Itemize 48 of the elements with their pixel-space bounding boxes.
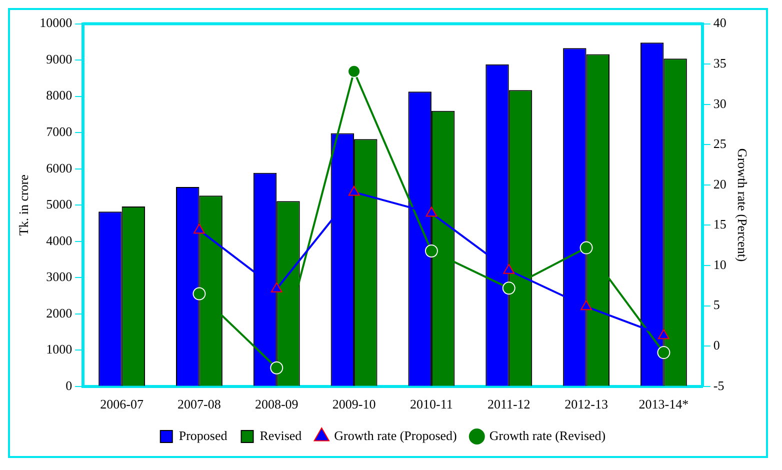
legend-label: Growth rate (Proposed)	[334, 428, 457, 443]
x-tick-label: 2012-13	[564, 396, 608, 412]
point	[348, 186, 360, 196]
y2-tick-label: 35	[713, 56, 726, 71]
legend-label: Proposed	[178, 428, 228, 443]
y-axis-title: Tk. in crore	[16, 174, 32, 236]
x-tick-label: 2007-08	[178, 396, 221, 412]
y-tick-label: 8000	[46, 88, 72, 103]
legend-label: Revised	[260, 428, 302, 443]
point	[658, 329, 670, 340]
point	[580, 241, 593, 254]
y-tick-label: 0	[66, 378, 72, 393]
y-tick-label: 9000	[46, 51, 72, 66]
x-tick-label: 2006-07	[100, 396, 144, 412]
x-tick-label: 2009-10	[332, 396, 376, 412]
x-tick-label: 2013-14*	[638, 396, 689, 412]
y2-tick-label: 0	[713, 338, 720, 353]
y2-tick-label: 15	[713, 216, 726, 232]
point	[270, 361, 284, 374]
y-tick-label: 7000	[46, 124, 72, 139]
x-tick-label: 2011-12	[487, 396, 530, 412]
point	[194, 224, 205, 234]
x-tick-label: 2008-09	[254, 396, 298, 412]
point	[426, 206, 438, 217]
point	[424, 244, 438, 258]
y2-tick-label: 25	[713, 136, 726, 152]
y-tick-label: 6000	[46, 160, 72, 176]
x-tick-label: 2010-11	[410, 396, 453, 412]
point	[657, 346, 670, 360]
y-tick-label: 10000	[40, 15, 72, 30]
y-tick-label: 5000	[46, 196, 72, 212]
y-tick-label: 2000	[46, 305, 72, 320]
y2-tick-label: 20	[713, 176, 726, 192]
point	[270, 282, 282, 292]
y2-tick-label: 10	[713, 256, 726, 272]
point	[503, 264, 515, 274]
y2-tick-label: 30	[713, 96, 726, 111]
point	[192, 287, 206, 300]
point	[502, 282, 516, 295]
y-tick-label: 3000	[46, 269, 72, 284]
y2-axis-title: Growth rate (Percent)	[734, 148, 750, 262]
y2-tick-label: -5	[713, 378, 724, 393]
y2-tick-label: 40	[713, 15, 726, 30]
y2-tick-label: 5	[713, 297, 720, 312]
y-tick-label: 4000	[46, 232, 72, 248]
y-tick-label: 1000	[46, 342, 72, 357]
legend-label: Growth rate (Revised)	[489, 428, 606, 443]
point	[580, 300, 592, 310]
